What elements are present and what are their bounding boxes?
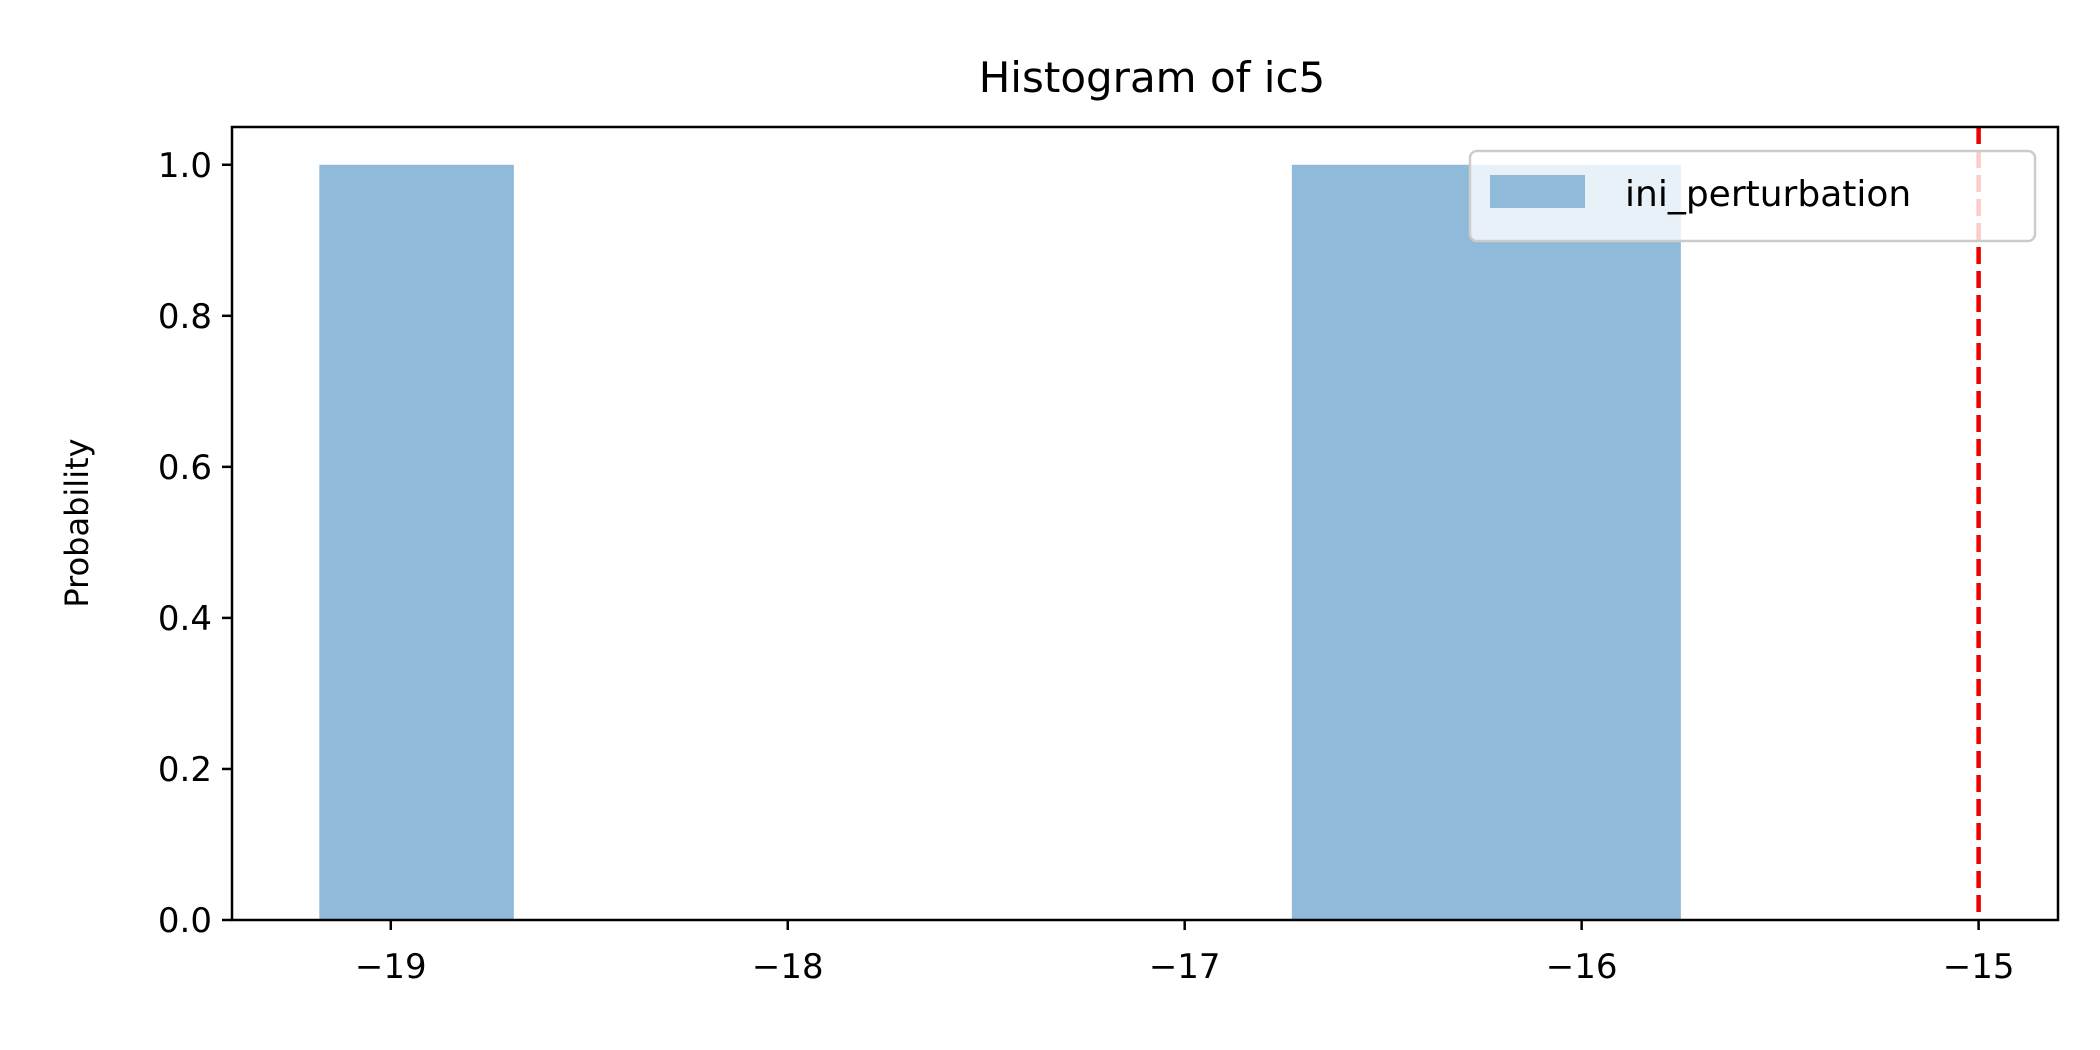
chart-title: Histogram of ic5 <box>979 53 1326 102</box>
x-tick-label: −19 <box>355 947 427 987</box>
x-tick-label: −17 <box>1149 947 1221 987</box>
y-tick-label: 1.0 <box>158 146 212 186</box>
y-tick-label: 0.4 <box>158 599 212 639</box>
x-tick-label: −15 <box>1943 947 2015 987</box>
legend-box <box>1468 149 2037 243</box>
axes-frame <box>230 125 2060 922</box>
histogram-bar <box>319 164 514 920</box>
y-axis: 0.0 0.2 0.4 0.6 0.8 1.0 <box>158 146 232 941</box>
y-tick-label: 0.8 <box>158 297 212 337</box>
x-tick-label: −18 <box>752 947 824 987</box>
plot-area <box>319 127 1981 920</box>
legend-swatch <box>1490 175 1585 208</box>
y-tick-label: 0.0 <box>158 901 212 941</box>
y-axis-label: Probability <box>58 438 96 607</box>
x-tick-label: −16 <box>1546 947 1618 987</box>
y-tick-label: 0.2 <box>158 750 212 790</box>
legend: ini_perturbation <box>1468 149 2037 243</box>
y-tick-label: 0.6 <box>158 448 212 488</box>
x-axis: −19 −18 −17 −16 −15 <box>355 920 2015 987</box>
legend-label: ini_perturbation <box>1625 174 1911 215</box>
histogram-bar <box>1291 164 1681 920</box>
